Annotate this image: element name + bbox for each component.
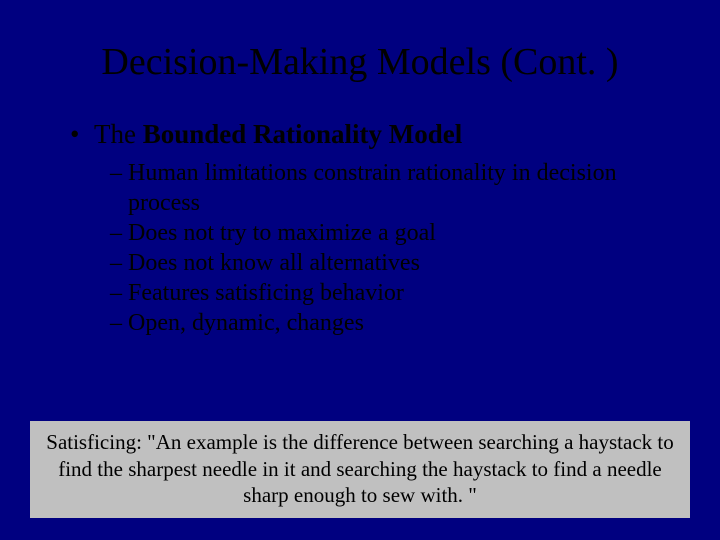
sub-bullet-text: Human limitations constrain rationality … xyxy=(128,160,617,216)
main-bullet-bold: Bounded Rationality Model xyxy=(143,119,463,149)
sub-bullet-text: Open, dynamic, changes xyxy=(128,310,364,336)
bullet-marker: • xyxy=(70,119,94,150)
sub-bullet-3: – Features satisficing behavior xyxy=(110,278,640,308)
sub-bullet-1: – Does not try to maximize a goal xyxy=(110,218,640,248)
slide-title: Decision-Making Models (Cont. ) xyxy=(40,40,680,84)
slide-container: Decision-Making Models (Cont. ) •The Bou… xyxy=(0,0,720,540)
sub-bullet-text: Does not know all alternatives xyxy=(128,250,420,276)
footnote-box: Satisficing: "An example is the differen… xyxy=(30,421,690,518)
sub-bullet-text: Does not try to maximize a goal xyxy=(128,220,436,246)
sub-bullet-marker: – xyxy=(110,160,122,186)
sub-bullet-2: – Does not know all alternatives xyxy=(110,248,640,278)
sub-bullet-marker: – xyxy=(110,250,122,276)
sub-bullet-marker: – xyxy=(110,280,122,306)
sub-bullet-marker: – xyxy=(110,310,122,336)
footnote-text: Satisficing: "An example is the differen… xyxy=(44,429,676,508)
sub-bullet-4: – Open, dynamic, changes xyxy=(110,308,640,338)
sub-bullet-0: – Human limitations constrain rationalit… xyxy=(110,158,640,218)
main-bullet: •The Bounded Rationality Model xyxy=(70,119,680,150)
sub-bullet-text: Features satisficing behavior xyxy=(128,280,404,306)
main-bullet-prefix: The xyxy=(94,119,143,149)
sub-bullet-marker: – xyxy=(110,220,122,246)
